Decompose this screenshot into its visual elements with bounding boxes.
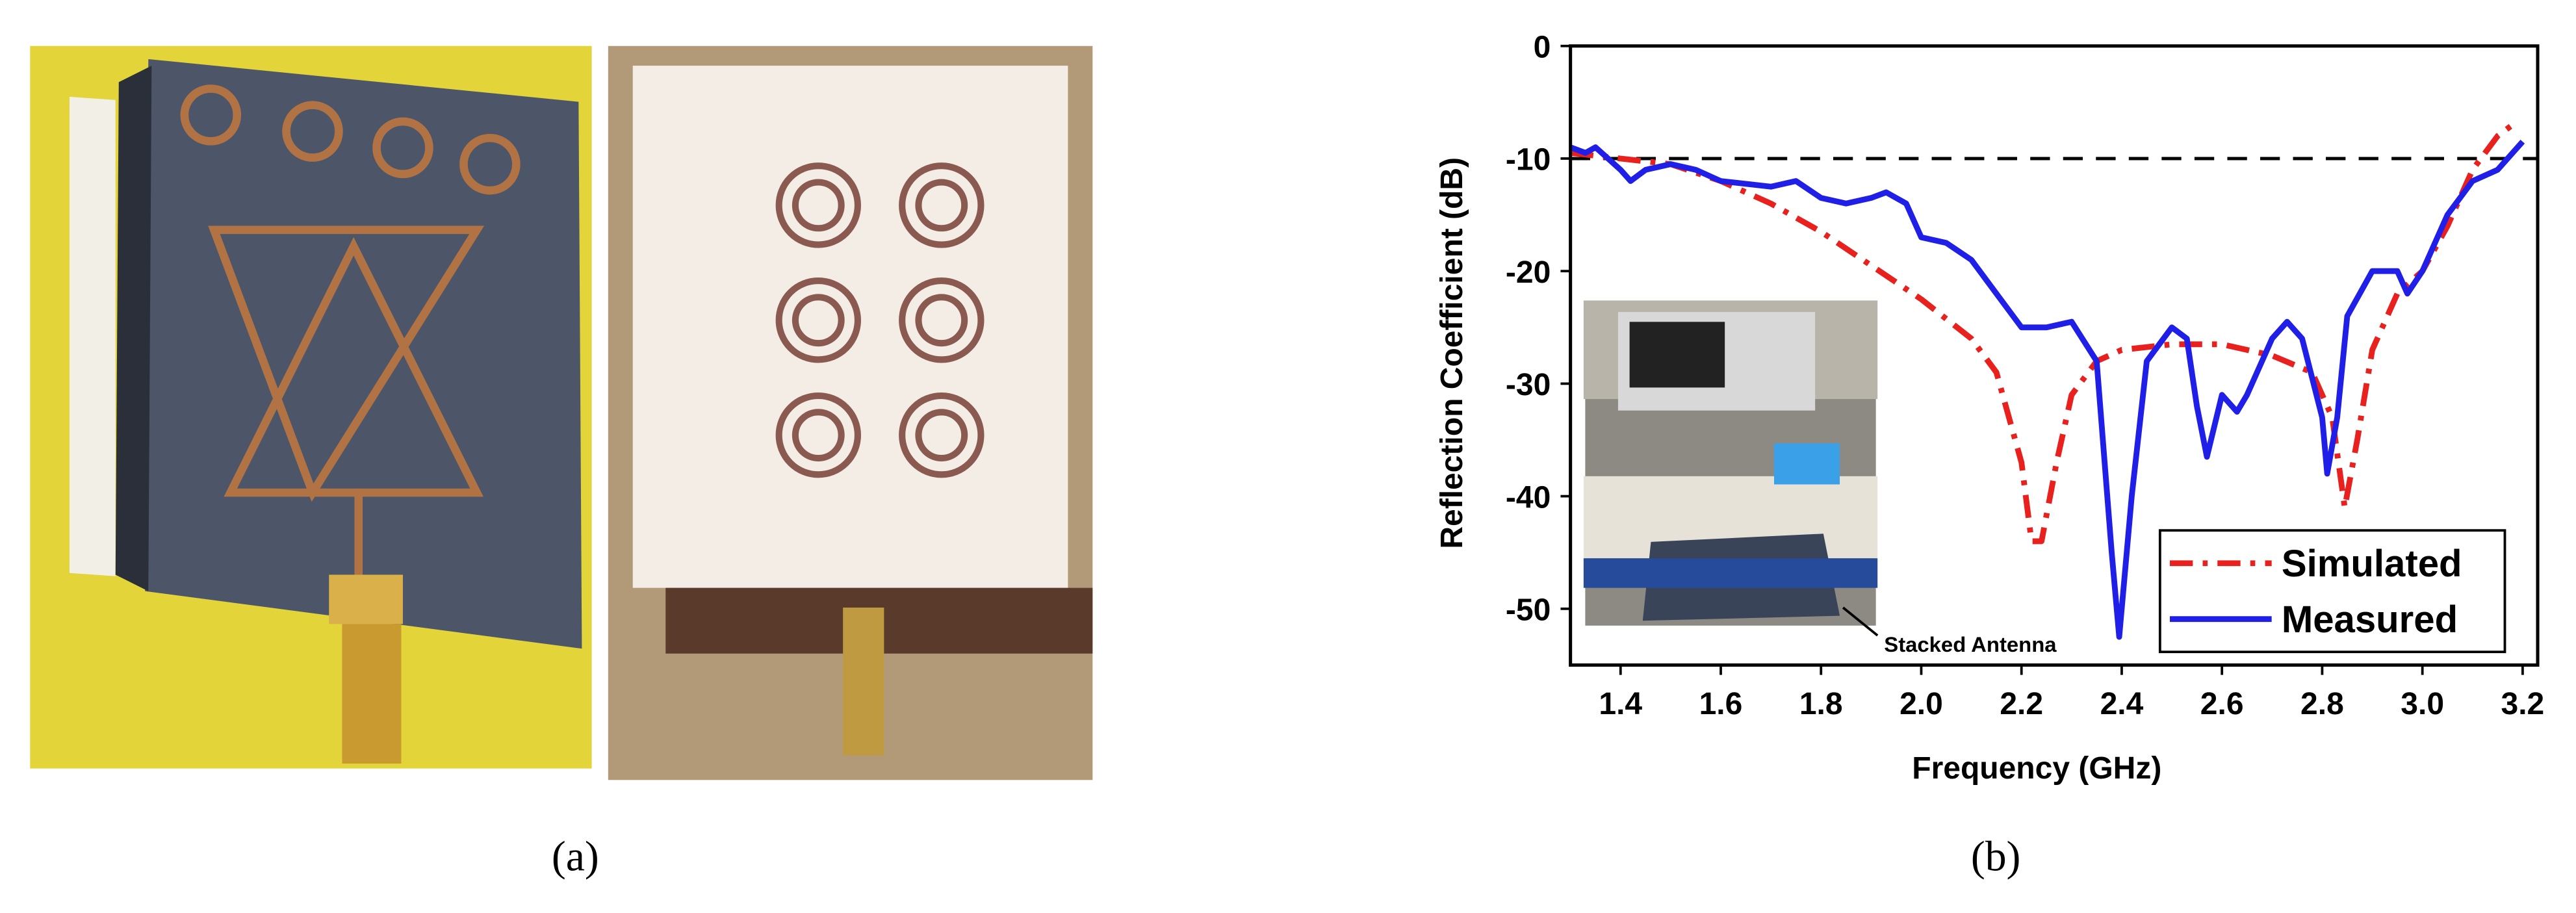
x-tick-label: 2.8: [2300, 687, 2344, 721]
x-tick-label: 2.6: [2200, 687, 2244, 721]
y-tick-label: 0: [1534, 30, 1551, 64]
x-tick-label: 3.0: [2401, 687, 2444, 721]
annotation: Stacked Antenna: [1884, 632, 2057, 656]
x-tick-label: 2.4: [2100, 687, 2144, 721]
photo-antenna-back: [608, 45, 1093, 780]
x-tick-label: 2.0: [1900, 687, 1943, 721]
y-tick-label: -40: [1506, 480, 1551, 515]
y-tick-label: -30: [1506, 368, 1551, 402]
legend-label: Simulated: [2282, 543, 2462, 585]
x-tick-label: 1.6: [1699, 687, 1743, 721]
y-axis-title: Reflection Coefficient (dB): [1435, 157, 1469, 549]
x-tick-label: 3.2: [2501, 687, 2545, 721]
series-line: [1569, 140, 2525, 640]
x-tick-label: 2.2: [2000, 687, 2043, 721]
photo-antenna-front: [30, 45, 592, 769]
panel-label: (b): [1971, 832, 2021, 880]
y-tick-label: -50: [1506, 593, 1551, 628]
y-tick-label: -20: [1506, 255, 1551, 290]
x-tick-label: 1.8: [1799, 687, 1843, 721]
plot-area: 0 -10 -20 -30 -40 -50 1.4 1.6 1.8 2.0 2.2 2.4 2.6 2.8…: [1506, 30, 2544, 721]
inset-photo: [1582, 298, 1879, 629]
legend-box: [2158, 529, 2506, 654]
annotation-arrow: [1842, 606, 1879, 637]
plot-frame: [1569, 44, 2540, 667]
y-tick-label: -10: [1506, 143, 1551, 177]
panel-label: (a): [552, 832, 599, 880]
legend-label: Measured: [2282, 598, 2458, 641]
x-axis-title: Frequency (GHz): [1912, 751, 2161, 786]
x-tick-label: 1.4: [1599, 687, 1642, 721]
